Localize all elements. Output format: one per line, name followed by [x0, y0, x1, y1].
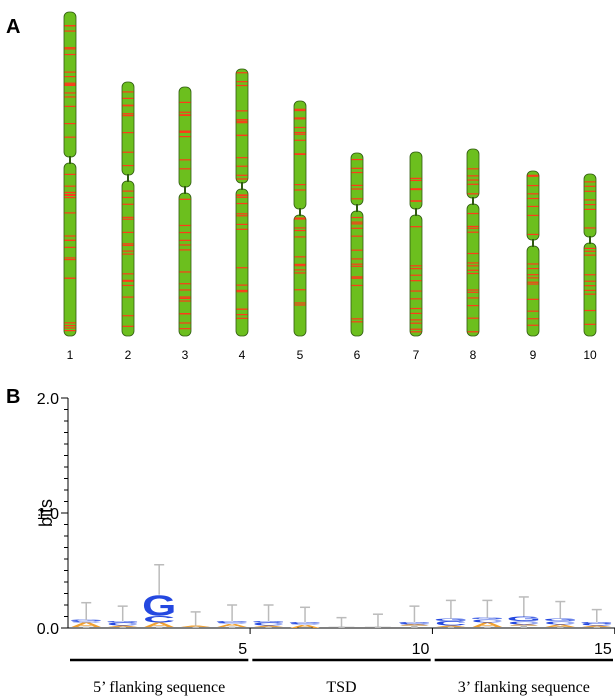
- chromosome-arm: [63, 162, 77, 337]
- x-tick-label: 5: [238, 641, 247, 658]
- logo-letter: A: [581, 625, 613, 627]
- logo-letter: C: [508, 620, 540, 625]
- chromosome-arm: [293, 100, 307, 210]
- logo-letter: T: [547, 627, 574, 629]
- logo-letter: T: [255, 627, 282, 629]
- chromosome-label: 4: [239, 348, 246, 362]
- logo-letter: A: [399, 624, 431, 626]
- logo-letter: C: [107, 621, 139, 626]
- logo-letter: A: [289, 624, 321, 629]
- y-tick-label: 1.0: [37, 506, 59, 523]
- logo-letter: A: [508, 624, 540, 626]
- chromosome-arm: [350, 152, 364, 206]
- y-axis-label: bits: [36, 499, 56, 527]
- chromosome-label: 5: [297, 348, 304, 362]
- logo-letter: T: [437, 627, 464, 629]
- logo-letter: C: [289, 623, 321, 625]
- logo-letter: C: [253, 621, 285, 626]
- logo-letter: C: [581, 623, 613, 627]
- segment-label: 5’ flanking sequence: [93, 679, 225, 696]
- chromosome-arm: [526, 170, 540, 241]
- logo-letter: C: [435, 620, 467, 627]
- logo-letter: G: [251, 621, 285, 623]
- panel-label: A: [6, 16, 20, 38]
- chromosome-label: 2: [125, 348, 132, 362]
- logo-letter: C: [143, 614, 175, 625]
- logo-letter: A: [471, 621, 503, 628]
- chromosome-arm: [526, 245, 540, 337]
- chromosome-label: 9: [530, 348, 537, 362]
- logo-letter: G: [507, 615, 541, 622]
- logo-letter: C: [399, 623, 431, 625]
- logo-letter: T: [182, 627, 209, 629]
- panel-label: B: [6, 386, 20, 408]
- logo-letter: A: [435, 625, 467, 627]
- logo-letter: A: [544, 624, 576, 628]
- chromosome-arm: [466, 148, 480, 199]
- logo-letter: C: [216, 622, 248, 624]
- logo-letter: A: [180, 625, 212, 627]
- logo-letter: T: [73, 627, 100, 629]
- y-tick-label: 2.0: [37, 391, 59, 408]
- logo-letter: T: [219, 627, 246, 629]
- x-tick-label: 10: [412, 641, 430, 658]
- logo-letter: T: [401, 625, 428, 629]
- logo-letter: G: [397, 622, 431, 624]
- logo-letter: G: [470, 617, 504, 619]
- logo-letter: G: [580, 622, 614, 624]
- chromosome-arm: [178, 192, 192, 337]
- logo-letter: A: [107, 625, 139, 627]
- logo-letter: T: [583, 627, 610, 629]
- chromosome-label: 6: [354, 348, 361, 362]
- logo-letter: T: [146, 627, 173, 629]
- logo-letter: G: [215, 621, 249, 623]
- logo-letter: C: [471, 618, 503, 623]
- chromosome-arm: [350, 210, 364, 337]
- logo-letter: G: [69, 620, 103, 622]
- y-tick-label: 0.0: [37, 621, 59, 638]
- logo-letter: A: [143, 621, 175, 628]
- segment-label: 3’ flanking sequence: [458, 679, 590, 696]
- logo-letter: G: [288, 622, 322, 624]
- logo-letter: T: [328, 627, 355, 629]
- chromosome-label: 10: [583, 348, 597, 362]
- segment-label: TSD: [326, 679, 356, 696]
- chromosome-label: 1: [67, 348, 74, 362]
- logo-letter: T: [365, 627, 392, 629]
- chromosome-label: 8: [470, 348, 477, 362]
- logo-letter: C: [544, 620, 576, 625]
- logo-letter: T: [474, 627, 501, 629]
- chromosome-label: 7: [413, 348, 420, 362]
- logo-letter: C: [70, 621, 102, 623]
- logo-letter: G: [434, 618, 468, 622]
- logo-letter: T: [109, 627, 136, 629]
- chromosome-arm: [235, 188, 249, 337]
- chromosome-arm: [121, 81, 135, 176]
- chromosome-label: 3: [182, 348, 189, 362]
- logo-letter: T: [510, 625, 537, 629]
- logo-letter: G: [106, 621, 140, 623]
- logo-letter: A: [253, 625, 285, 627]
- chromosome-arm: [583, 242, 597, 337]
- logo-letter: A: [216, 623, 248, 628]
- logo-letter: A: [70, 621, 102, 628]
- x-tick-label: 15: [594, 641, 612, 658]
- logo-letter: G: [543, 618, 577, 622]
- chromosome-arm: [293, 214, 307, 337]
